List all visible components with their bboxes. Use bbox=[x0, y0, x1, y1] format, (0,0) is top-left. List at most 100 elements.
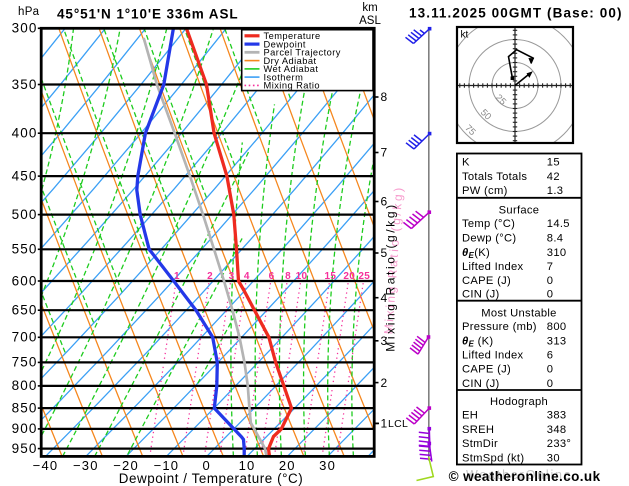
svg-text:500: 500 bbox=[12, 207, 38, 222]
svg-text:300: 300 bbox=[12, 21, 38, 36]
svg-text:400: 400 bbox=[12, 126, 38, 141]
svg-text:StmDir: StmDir bbox=[462, 438, 498, 450]
svg-text:3: 3 bbox=[229, 271, 235, 282]
svg-text:SREH: SREH bbox=[462, 424, 494, 436]
svg-text:8.4: 8.4 bbox=[547, 233, 563, 245]
svg-text:850: 850 bbox=[12, 400, 38, 415]
svg-text:0: 0 bbox=[547, 275, 554, 287]
svg-text:2: 2 bbox=[381, 376, 388, 390]
svg-text:550: 550 bbox=[12, 242, 38, 257]
svg-text:−20: −20 bbox=[113, 458, 139, 473]
svg-text:30: 30 bbox=[547, 452, 560, 464]
svg-text:15: 15 bbox=[325, 271, 337, 282]
svg-text:km: km bbox=[362, 2, 377, 14]
svg-text:310: 310 bbox=[547, 247, 567, 259]
svg-text:6: 6 bbox=[547, 349, 554, 361]
svg-text:42: 42 bbox=[547, 171, 560, 183]
svg-text:Lifted Index: Lifted Index bbox=[462, 349, 524, 361]
svg-text:600: 600 bbox=[12, 273, 38, 288]
svg-text:kt: kt bbox=[461, 30, 469, 41]
svg-text:383: 383 bbox=[547, 410, 567, 422]
svg-text:EH: EH bbox=[462, 410, 478, 422]
svg-text:LCL: LCL bbox=[388, 418, 408, 430]
svg-text:PW (cm): PW (cm) bbox=[462, 185, 508, 197]
svg-text:Most Unstable: Most Unstable bbox=[481, 307, 556, 319]
svg-text:Dewpoint / Temperature (°C): Dewpoint / Temperature (°C) bbox=[119, 471, 303, 486]
svg-text:hPa: hPa bbox=[18, 6, 40, 18]
svg-text:Dewpoint: Dewpoint bbox=[264, 39, 306, 49]
svg-text:650: 650 bbox=[12, 303, 38, 318]
svg-text:50: 50 bbox=[478, 107, 493, 122]
svg-text:900: 900 bbox=[12, 421, 38, 436]
svg-text:CAPE (J): CAPE (J) bbox=[462, 275, 511, 287]
svg-text:45°51'N 1°10'E 336m ASL: 45°51'N 1°10'E 336m ASL bbox=[57, 7, 239, 22]
svg-text:6: 6 bbox=[381, 195, 388, 209]
svg-text:1.3: 1.3 bbox=[547, 185, 563, 197]
svg-text:800: 800 bbox=[12, 378, 38, 393]
svg-text:348: 348 bbox=[547, 424, 567, 436]
svg-text:Hodograph: Hodograph bbox=[490, 396, 548, 408]
svg-text:313: 313 bbox=[547, 336, 567, 348]
svg-text:θE(K): θE(K) bbox=[462, 247, 490, 260]
svg-text:Pressure (mb): Pressure (mb) bbox=[462, 321, 537, 333]
svg-text:5: 5 bbox=[381, 246, 388, 260]
svg-text:7: 7 bbox=[381, 146, 388, 160]
svg-text:7: 7 bbox=[547, 261, 554, 273]
svg-text:−10: −10 bbox=[154, 458, 180, 473]
svg-text:25: 25 bbox=[493, 92, 508, 107]
svg-text:Temp (°C): Temp (°C) bbox=[462, 218, 515, 230]
svg-text:Mixing Ratio (g/kg): Mixing Ratio (g/kg) bbox=[384, 202, 398, 351]
svg-text:20: 20 bbox=[279, 458, 296, 473]
svg-text:6: 6 bbox=[269, 271, 275, 282]
svg-text:CIN (J): CIN (J) bbox=[462, 289, 500, 301]
svg-text:350: 350 bbox=[12, 77, 38, 92]
svg-text:Temperature: Temperature bbox=[264, 31, 321, 41]
svg-text:0: 0 bbox=[547, 378, 554, 390]
svg-text:1: 1 bbox=[174, 271, 180, 282]
svg-text:800: 800 bbox=[547, 321, 567, 333]
svg-text:8: 8 bbox=[381, 90, 388, 104]
svg-text:WeatherOnline: WeatherOnline bbox=[466, 468, 573, 482]
svg-text:−30: −30 bbox=[73, 458, 99, 473]
svg-text:10: 10 bbox=[296, 271, 308, 282]
svg-text:10: 10 bbox=[239, 458, 256, 473]
svg-text:750: 750 bbox=[12, 355, 38, 370]
svg-text:20: 20 bbox=[343, 271, 355, 282]
svg-text:Lifted Index: Lifted Index bbox=[462, 261, 524, 273]
svg-text:3: 3 bbox=[381, 334, 388, 348]
svg-text:4: 4 bbox=[244, 271, 250, 282]
svg-text:Mixing Ratio: Mixing Ratio bbox=[264, 81, 321, 91]
svg-text:2: 2 bbox=[207, 271, 213, 282]
svg-text:0: 0 bbox=[547, 289, 554, 301]
svg-text:450: 450 bbox=[12, 168, 38, 183]
svg-text:Dewp (°C): Dewp (°C) bbox=[462, 233, 516, 245]
svg-text:0: 0 bbox=[547, 363, 554, 375]
svg-text:Dry Adiabat: Dry Adiabat bbox=[264, 56, 317, 66]
svg-text:Parcel Trajectory: Parcel Trajectory bbox=[264, 48, 341, 58]
svg-text:30: 30 bbox=[319, 458, 336, 473]
svg-text:CIN (J): CIN (J) bbox=[462, 378, 500, 390]
svg-text:233°: 233° bbox=[547, 438, 571, 450]
svg-text:0: 0 bbox=[202, 458, 210, 473]
svg-text:Isotherm: Isotherm bbox=[264, 72, 304, 82]
svg-text:13.11.2025 00GMT (Base: 00): 13.11.2025 00GMT (Base: 00) bbox=[409, 6, 623, 21]
svg-text:StmSpd (kt): StmSpd (kt) bbox=[462, 452, 524, 464]
svg-text:−40: −40 bbox=[33, 458, 59, 473]
svg-text:θE (K): θE (K) bbox=[462, 336, 493, 349]
svg-text:700: 700 bbox=[12, 330, 38, 345]
svg-text:25: 25 bbox=[358, 271, 370, 282]
svg-text:1: 1 bbox=[381, 417, 388, 431]
svg-text:14.5: 14.5 bbox=[547, 218, 570, 230]
svg-text:75: 75 bbox=[462, 123, 477, 138]
svg-text:4: 4 bbox=[381, 291, 388, 305]
svg-text:K: K bbox=[462, 157, 470, 169]
svg-text:Totals Totals: Totals Totals bbox=[462, 171, 527, 183]
svg-text:ASL: ASL bbox=[359, 15, 381, 27]
svg-text:CAPE (J): CAPE (J) bbox=[462, 363, 511, 375]
svg-text:8: 8 bbox=[285, 271, 291, 282]
svg-text:15: 15 bbox=[547, 157, 560, 169]
svg-text:Surface: Surface bbox=[499, 204, 540, 216]
svg-text:© weatheronline.co.uk: © weatheronline.co.uk bbox=[449, 469, 601, 484]
svg-text:Wet Adiabat: Wet Adiabat bbox=[264, 64, 319, 74]
svg-text:950: 950 bbox=[12, 441, 38, 456]
